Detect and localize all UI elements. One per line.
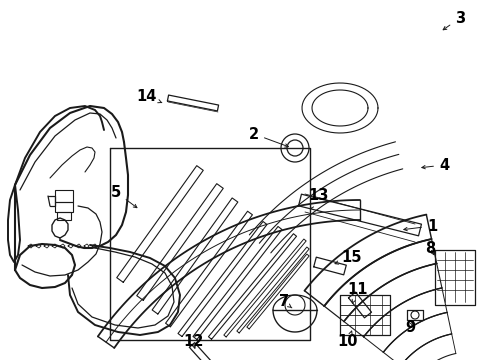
Text: 10: 10 (338, 331, 358, 350)
Text: 11: 11 (348, 283, 368, 303)
Text: 15: 15 (335, 251, 362, 266)
Text: 1: 1 (404, 219, 437, 234)
Bar (55, 190, 73, 202)
Text: 8: 8 (425, 240, 435, 256)
Text: 5: 5 (111, 185, 137, 208)
Text: 6: 6 (0, 359, 1, 360)
Bar (57, 212, 71, 220)
Text: 12: 12 (183, 334, 203, 350)
Text: 13: 13 (308, 188, 328, 209)
Text: 7: 7 (279, 294, 292, 310)
Text: 4: 4 (422, 158, 449, 172)
Text: 3: 3 (443, 10, 465, 30)
Text: 9: 9 (405, 320, 415, 336)
Text: 14: 14 (136, 89, 162, 104)
Text: 2: 2 (249, 126, 289, 147)
Bar (55, 202, 73, 212)
